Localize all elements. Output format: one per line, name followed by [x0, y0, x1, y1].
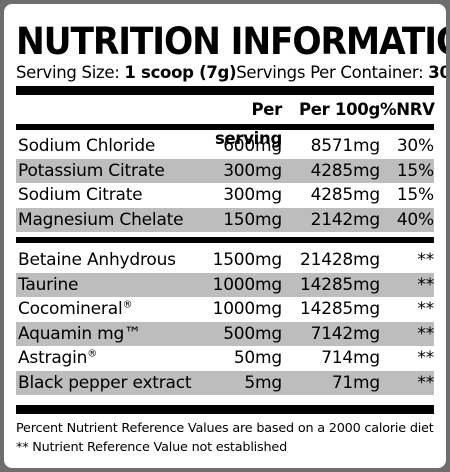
row-per-100g: 71mg	[331, 372, 380, 393]
table-row: Taurine 1000mg 14285mg **	[16, 272, 434, 297]
row-per-serving: 5mg	[244, 372, 282, 393]
mineral-group: Sodium Chloride 600mg 8571mg 30% Potassi…	[16, 134, 434, 232]
table-row: Aquamin mg™ 500mg 7142mg **	[16, 321, 434, 346]
header-blank	[16, 95, 194, 124]
row-per-100g: 4285mg	[310, 185, 381, 205]
servings-per-container-value: 30	[428, 63, 446, 82]
row-per-100g: 8571mg	[310, 136, 381, 156]
row-name: Aquamin mg™	[18, 323, 141, 344]
row-nrv: 30%	[396, 136, 434, 156]
row-name: Sodium Citrate	[18, 185, 143, 205]
trademark-mark: ®	[87, 348, 98, 360]
row-name: Taurine	[18, 274, 79, 295]
row-per-serving: 50mg	[233, 348, 282, 368]
table-row: Magnesium Chelate 150mg 2142mg 40%	[16, 207, 434, 232]
row-name: Cocomineral®	[18, 299, 133, 319]
supplement-group: Betaine Anhydrous 1500mg 21428mg ** Taur…	[16, 248, 434, 395]
servings-per-container-label: Servings Per Container:	[236, 63, 424, 82]
row-nrv: 15%	[396, 160, 434, 181]
row-name: Black pepper extract	[18, 372, 192, 393]
table-row: Black pepper extract 5mg 71mg **	[16, 370, 434, 395]
row-per-100g: 7142mg	[310, 323, 381, 344]
row-name: Sodium Chloride	[18, 136, 156, 156]
row-per-serving: 150mg	[223, 209, 282, 230]
table-row: Betaine Anhydrous 1500mg 21428mg **	[16, 248, 434, 273]
row-per-100g: 4285mg	[310, 160, 381, 181]
header-per-100g: Per 100g	[298, 100, 380, 119]
table-row: Cocomineral® 1000mg 14285mg **	[16, 297, 434, 322]
row-per-100g: 2142mg	[310, 209, 381, 230]
nutrition-panel: NUTRITION INFORMATION Serving Size: 1 sc…	[4, 4, 446, 468]
header-per-serving: Per serving	[214, 100, 282, 148]
row-per-100g: 714mg	[321, 348, 380, 368]
column-header: Per serving Per 100g %NRV	[16, 95, 435, 148]
panel-title: NUTRITION INFORMATION	[16, 20, 446, 63]
row-nrv: **	[417, 348, 434, 368]
row-per-100g: 14285mg	[299, 274, 380, 295]
row-per-serving: 1000mg	[212, 299, 283, 319]
row-nrv: 15%	[396, 185, 434, 205]
footnote-nrv-basis: Percent Nutrient Reference Values are ba…	[16, 421, 434, 436]
row-nrv: **	[417, 299, 434, 319]
header-nrv: %NRV	[380, 100, 435, 119]
divider-header	[16, 124, 434, 130]
footnote-not-established: ** Nutrient Reference Value not establis…	[16, 440, 288, 455]
table-row: Sodium Citrate 300mg 4285mg 15%	[16, 183, 434, 208]
serving-size-value: 1 scoop (7g)	[124, 63, 237, 82]
table-row: Astragin® 50mg 714mg **	[16, 346, 434, 371]
serving-size: Serving Size: 1 scoop (7g)	[16, 62, 237, 84]
row-nrv: 40%	[396, 209, 434, 230]
row-per-serving: 300mg	[223, 160, 282, 181]
row-per-serving: 500mg	[223, 323, 282, 344]
table-row: Potassium Citrate 300mg 4285mg 15%	[16, 158, 434, 183]
row-name: Betaine Anhydrous	[18, 250, 176, 270]
footnotes: Percent Nutrient Reference Values are ba…	[16, 419, 434, 457]
row-per-serving: 1500mg	[212, 250, 283, 270]
row-per-serving: 1000mg	[212, 274, 283, 295]
divider-thick	[16, 86, 434, 95]
serving-info: Serving Size: 1 scoop (7g) Servings Per …	[16, 62, 446, 84]
trademark-mark: ®	[122, 299, 133, 311]
serving-size-label: Serving Size:	[16, 63, 120, 82]
servings-per-container: Servings Per Container: 30	[236, 62, 446, 84]
table-row: Sodium Chloride 600mg 8571mg 30%	[16, 134, 434, 159]
row-per-serving: 600mg	[223, 136, 282, 156]
divider-group	[16, 237, 434, 243]
row-nrv: **	[417, 372, 434, 393]
row-name: Potassium Citrate	[18, 160, 165, 181]
row-nrv: **	[417, 274, 434, 295]
row-name: Magnesium Chelate	[18, 209, 184, 230]
row-nrv: **	[417, 323, 434, 344]
row-per-100g: 21428mg	[299, 250, 380, 270]
divider-footer	[16, 405, 434, 414]
row-nrv: **	[417, 250, 434, 270]
row-name: Astragin®	[18, 348, 98, 368]
row-per-100g: 14285mg	[299, 299, 380, 319]
row-per-serving: 300mg	[223, 185, 282, 205]
